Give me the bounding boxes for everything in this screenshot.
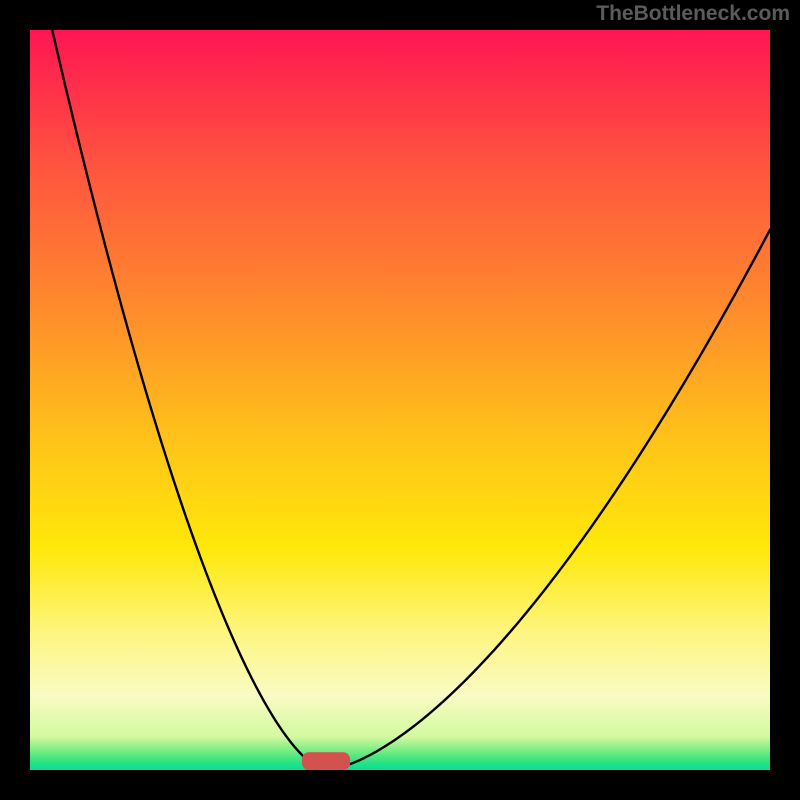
chart-stage: TheBottleneck.com [0,0,800,800]
optimal-range-marker [302,752,350,770]
watermark-text: TheBottleneck.com [596,2,790,26]
plot-background-gradient [30,30,770,770]
bottleneck-curve-chart [0,0,800,800]
